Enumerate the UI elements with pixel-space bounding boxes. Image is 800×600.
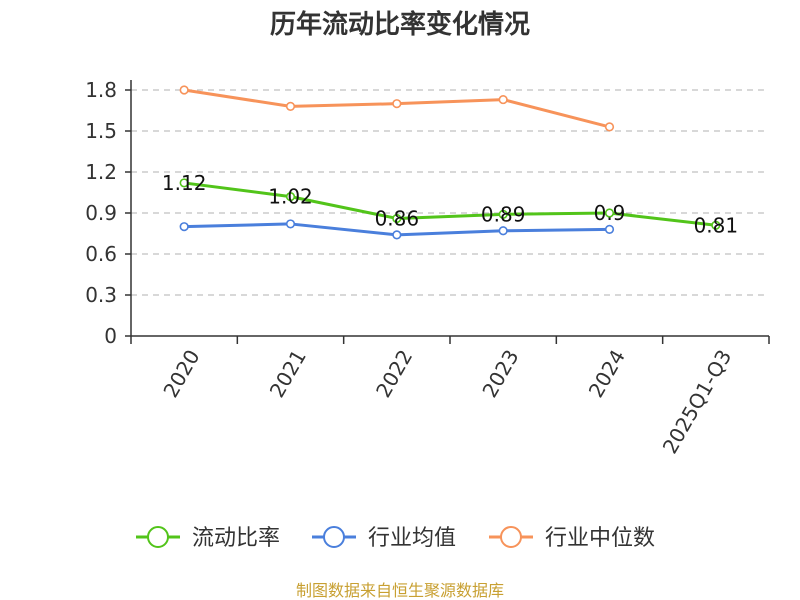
legend-item[interactable]: 流动比率	[136, 526, 280, 551]
y-tick-label: 0.6	[85, 242, 117, 266]
data-point[interactable]	[711, 220, 721, 230]
data-point[interactable]	[604, 208, 615, 218]
series-lines	[179, 85, 721, 240]
data-point[interactable]	[392, 230, 402, 240]
legend-marker-icon	[323, 526, 345, 548]
data-label: 0.9	[594, 201, 626, 225]
data-point[interactable]	[392, 213, 402, 224]
data-point[interactable]	[498, 209, 508, 219]
data-label: 0.89	[481, 202, 526, 226]
axes	[125, 80, 770, 344]
data-label: 1.02	[268, 185, 313, 209]
x-tick-label: 2020	[158, 346, 204, 402]
data-label: 1.12	[162, 171, 207, 195]
data-point[interactable]	[285, 219, 296, 229]
data-point[interactable]	[179, 178, 189, 188]
y-tick-label: 1.5	[85, 119, 117, 143]
x-tick-label: 2023	[477, 345, 523, 401]
source-note: 制图数据来自恒生聚源数据库	[296, 581, 504, 600]
series-line	[183, 88, 610, 129]
data-label: 0.86	[375, 206, 420, 230]
data-point[interactable]	[179, 222, 189, 232]
data-point[interactable]	[604, 122, 615, 132]
y-tick-label: 0	[104, 324, 117, 348]
y-tick-label: 0.3	[85, 283, 117, 307]
data-point[interactable]	[498, 94, 508, 105]
legend-label: 行业均值	[368, 526, 456, 551]
legend-item[interactable]: 行业均值	[312, 526, 456, 551]
x-axis-ticks: 2020 2021 2022 2023 2024 2025Q1-Q3	[158, 345, 736, 457]
data-labels: 1.12 1.02 0.86 0.89 0.9 0.81	[162, 171, 738, 237]
y-tick-label: 0.9	[85, 201, 117, 225]
x-tick-label: 2025Q1-Q3	[658, 346, 737, 458]
x-tick-label: 2022	[371, 346, 417, 402]
data-point[interactable]	[392, 99, 402, 109]
data-point[interactable]	[498, 226, 508, 236]
legend[interactable]: 流动比率 行业均值 行业中位数	[136, 526, 655, 551]
data-point[interactable]	[604, 224, 615, 234]
legend-marker-icon	[147, 526, 169, 548]
data-label: 0.81	[694, 213, 739, 237]
data-point[interactable]	[179, 85, 189, 95]
legend-item[interactable]: 行业中位数	[489, 526, 655, 551]
chart-title: 历年流动比率变化情况	[270, 9, 530, 40]
grid-lines	[131, 89, 769, 296]
y-tick-label: 1.2	[85, 160, 117, 184]
legend-label: 行业中位数	[545, 526, 655, 551]
legend-marker-icon	[500, 526, 522, 548]
data-point[interactable]	[285, 192, 296, 202]
y-axis-ticks: 0 0.3 0.6 0.9 1.2 1.5 1.8	[85, 78, 117, 348]
legend-label: 流动比率	[192, 526, 280, 551]
data-point[interactable]	[285, 101, 296, 111]
series-line	[183, 181, 717, 227]
y-tick-label: 1.8	[85, 78, 117, 102]
x-tick-label: 2021	[265, 346, 311, 402]
x-tick-label: 2024	[584, 346, 630, 402]
